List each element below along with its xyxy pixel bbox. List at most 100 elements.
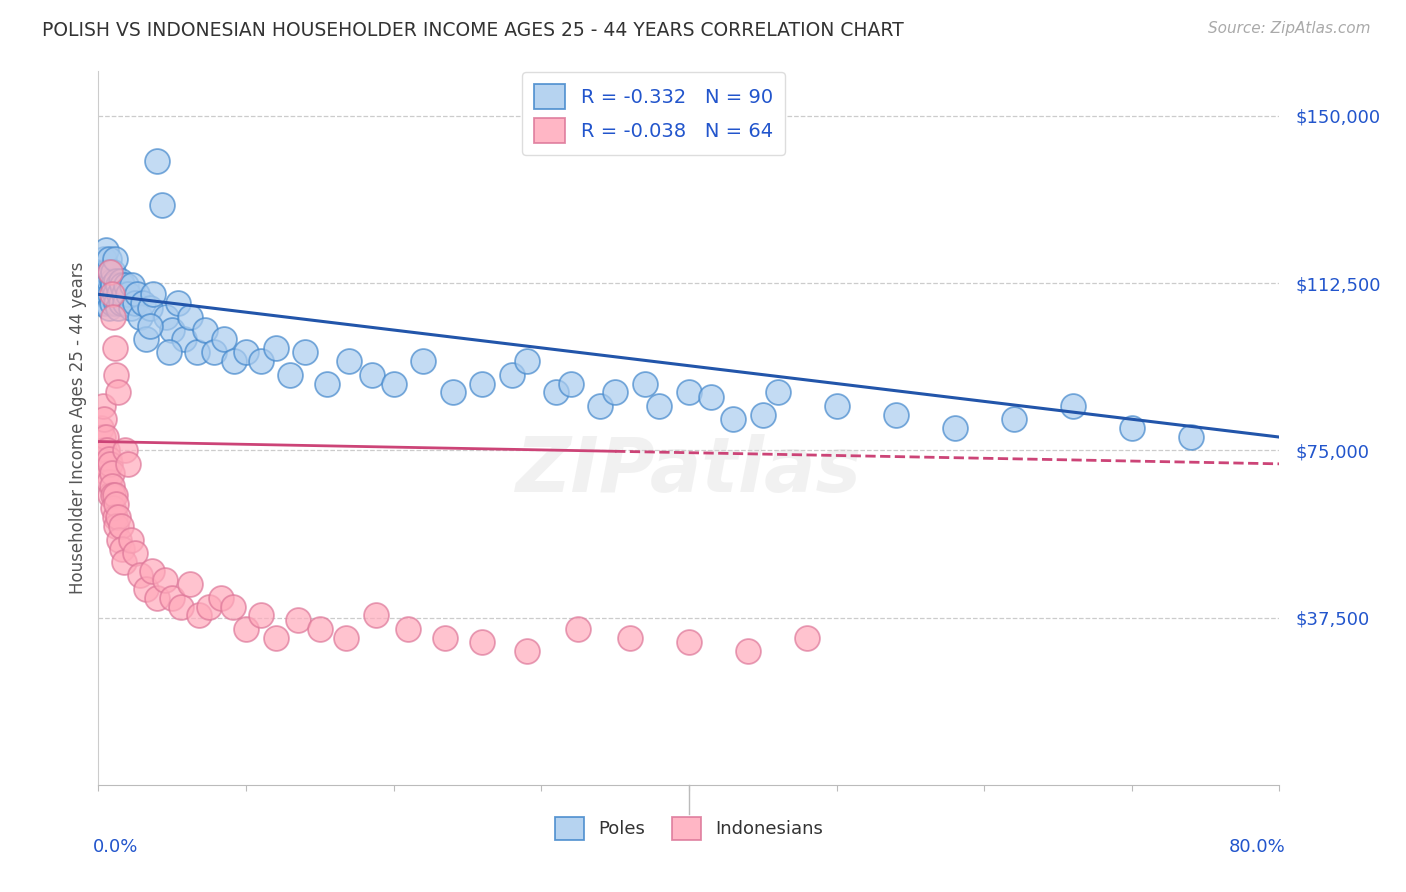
- Point: [1062, 399, 1084, 413]
- Point: [142, 287, 165, 301]
- Point: [471, 376, 494, 391]
- Point: [105, 497, 128, 511]
- Point: [132, 296, 155, 310]
- Point: [825, 399, 848, 413]
- Point: [97, 301, 120, 315]
- Point: [162, 591, 183, 605]
- Point: [382, 376, 405, 391]
- Point: [412, 354, 434, 368]
- Point: [111, 278, 134, 293]
- Point: [98, 457, 121, 471]
- Point: [98, 488, 121, 502]
- Point: [93, 412, 115, 426]
- Point: [501, 368, 523, 382]
- Point: [1002, 412, 1025, 426]
- Point: [250, 608, 273, 623]
- Point: [153, 573, 176, 587]
- Point: [139, 318, 162, 333]
- Text: 80.0%: 80.0%: [1229, 838, 1285, 856]
- Point: [198, 599, 221, 614]
- Point: [194, 323, 217, 337]
- Point: [752, 408, 775, 422]
- Point: [766, 385, 789, 400]
- Point: [316, 376, 339, 391]
- Text: 0.0%: 0.0%: [93, 838, 138, 856]
- Point: [294, 345, 316, 359]
- Point: [162, 323, 183, 337]
- Point: [108, 533, 131, 547]
- Point: [516, 354, 538, 368]
- Point: [96, 466, 118, 480]
- Point: [107, 301, 129, 315]
- Point: [434, 631, 457, 645]
- Point: [287, 613, 309, 627]
- Point: [209, 591, 232, 605]
- Point: [108, 287, 131, 301]
- Point: [1180, 430, 1202, 444]
- Point: [212, 332, 235, 346]
- Point: [135, 332, 157, 346]
- Point: [93, 287, 115, 301]
- Text: ZIPatlas: ZIPatlas: [516, 434, 862, 508]
- Point: [111, 541, 134, 556]
- Point: [100, 274, 122, 288]
- Point: [471, 635, 494, 649]
- Point: [157, 345, 180, 359]
- Point: [103, 265, 125, 279]
- Point: [135, 582, 157, 596]
- Point: [173, 332, 195, 346]
- Point: [107, 510, 129, 524]
- Point: [112, 555, 135, 569]
- Point: [128, 568, 150, 582]
- Point: [179, 577, 201, 591]
- Point: [280, 368, 302, 382]
- Point: [360, 368, 382, 382]
- Point: [155, 310, 177, 324]
- Point: [943, 421, 966, 435]
- Point: [120, 533, 142, 547]
- Point: [339, 354, 361, 368]
- Point: [104, 341, 127, 355]
- Point: [100, 479, 122, 493]
- Point: [187, 608, 209, 623]
- Point: [146, 591, 169, 605]
- Point: [737, 644, 759, 658]
- Point: [120, 301, 142, 315]
- Point: [107, 385, 129, 400]
- Point: [104, 252, 127, 266]
- Point: [700, 390, 723, 404]
- Point: [93, 252, 115, 266]
- Point: [91, 265, 114, 279]
- Point: [124, 296, 146, 310]
- Point: [114, 296, 136, 310]
- Point: [589, 399, 612, 413]
- Point: [117, 287, 139, 301]
- Point: [93, 443, 115, 458]
- Point: [117, 457, 139, 471]
- Point: [150, 198, 173, 212]
- Point: [97, 475, 120, 489]
- Point: [619, 631, 641, 645]
- Point: [124, 546, 146, 560]
- Point: [364, 608, 387, 623]
- Point: [94, 274, 117, 288]
- Point: [103, 278, 125, 293]
- Point: [96, 443, 118, 458]
- Point: [678, 385, 700, 400]
- Text: Source: ZipAtlas.com: Source: ZipAtlas.com: [1208, 21, 1371, 36]
- Point: [125, 287, 148, 301]
- Point: [104, 287, 127, 301]
- Legend: Poles, Indonesians: Poles, Indonesians: [547, 810, 831, 847]
- Point: [100, 466, 122, 480]
- Point: [678, 635, 700, 649]
- Point: [98, 265, 121, 279]
- Point: [128, 310, 150, 324]
- Text: POLISH VS INDONESIAN HOUSEHOLDER INCOME AGES 25 - 44 YEARS CORRELATION CHART: POLISH VS INDONESIAN HOUSEHOLDER INCOME …: [42, 21, 904, 39]
- Point: [516, 644, 538, 658]
- Point: [103, 488, 125, 502]
- Point: [1121, 421, 1143, 435]
- Point: [179, 310, 201, 324]
- Point: [105, 274, 128, 288]
- Point: [121, 278, 143, 293]
- Point: [96, 265, 118, 279]
